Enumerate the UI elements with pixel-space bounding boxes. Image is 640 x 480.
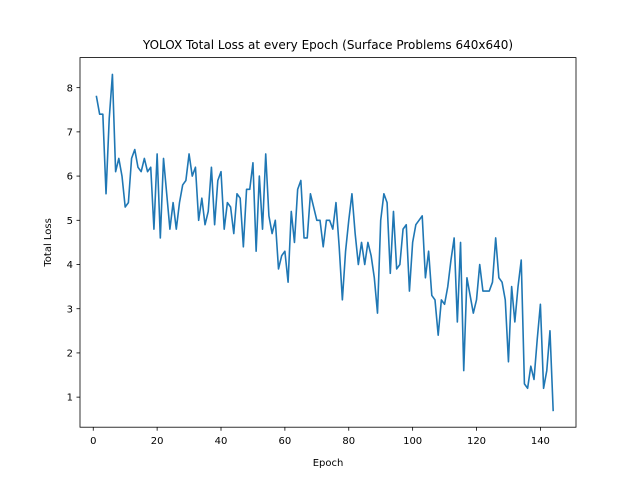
loss-series-line bbox=[95, 73, 554, 412]
x-tick-label: 60 bbox=[279, 436, 292, 447]
y-tick-label: 6 bbox=[67, 172, 73, 183]
plot-frame bbox=[79, 57, 577, 428]
x-tick-label: 0 bbox=[90, 436, 96, 447]
y-tick-label: 3 bbox=[67, 304, 73, 315]
y-tick-label: 4 bbox=[67, 260, 73, 271]
y-axis: 1 2 3 4 5 6 7 8 bbox=[67, 83, 80, 404]
y-axis-label: Total Loss bbox=[43, 218, 54, 267]
x-axis-label: Epoch bbox=[313, 458, 344, 469]
x-tick-label: 120 bbox=[467, 436, 486, 447]
x-tick-label: 40 bbox=[215, 436, 228, 447]
x-tick-label: 100 bbox=[403, 436, 422, 447]
x-axis: 0 20 40 60 80 100 120 140 bbox=[90, 427, 550, 447]
x-tick-label: 20 bbox=[151, 436, 164, 447]
y-tick-label: 5 bbox=[67, 216, 73, 227]
y-tick-label: 1 bbox=[67, 393, 73, 404]
x-tick-label: 80 bbox=[342, 436, 355, 447]
y-tick-label: 7 bbox=[67, 127, 73, 138]
chart-title: YOLOX Total Loss at every Epoch (Surface… bbox=[142, 38, 513, 52]
y-tick-label: 8 bbox=[67, 83, 73, 94]
y-tick-label: 2 bbox=[67, 349, 73, 360]
x-tick-label: 140 bbox=[531, 436, 550, 447]
